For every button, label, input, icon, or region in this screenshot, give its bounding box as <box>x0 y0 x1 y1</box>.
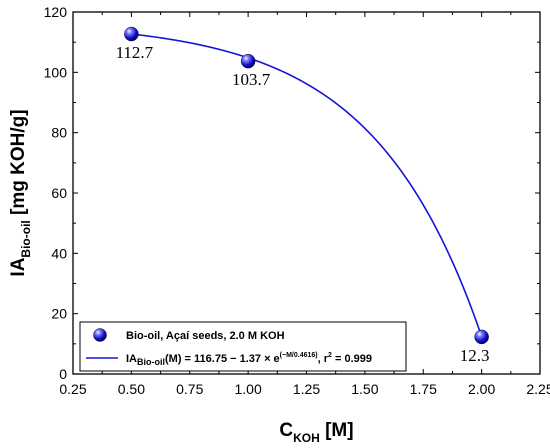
fit-curve <box>131 33 483 337</box>
legend-label-series: Bio-oil, Açaí seeds, 2.0 M KOH <box>126 330 285 342</box>
x-tick-label: 1.50 <box>351 381 378 397</box>
data-point <box>240 53 256 69</box>
x-tick-label: 2.00 <box>468 381 495 397</box>
y-tick-label: 120 <box>44 4 68 20</box>
y-tick-label: 60 <box>51 185 67 201</box>
data-label: 12.3 <box>460 346 490 365</box>
legend-box <box>79 321 407 372</box>
x-tick-label: 0.25 <box>59 381 86 397</box>
data-label: 103.7 <box>232 70 271 89</box>
y-tick-label: 80 <box>51 125 67 141</box>
legend-marker <box>93 328 107 342</box>
data-point <box>474 329 489 345</box>
y-tick-label: 40 <box>51 245 67 261</box>
y-tick-label: 20 <box>51 306 67 322</box>
x-tick-label: 2.25 <box>526 381 550 397</box>
x-tick-label: 1.25 <box>293 381 320 397</box>
y-tick-label: 0 <box>59 366 67 382</box>
legend-label-fit: IABio-oil(M) = 116.75 − 1.37 × e(−M/0.46… <box>126 352 372 367</box>
x-axis-title: CKOH [M] <box>279 420 353 445</box>
x-tick-label: 0.75 <box>176 381 203 397</box>
data-label: 112.7 <box>116 43 154 62</box>
x-tick-label: 1.00 <box>235 381 262 397</box>
y-axis-title: IABio-oil [mg KOH/g] <box>8 109 33 276</box>
plot-frame <box>72 11 541 375</box>
x-tick-label: 1.75 <box>410 381 437 397</box>
x-tick-label: 0.50 <box>118 381 145 397</box>
y-tick-label: 100 <box>44 64 68 80</box>
data-point <box>124 26 139 42</box>
